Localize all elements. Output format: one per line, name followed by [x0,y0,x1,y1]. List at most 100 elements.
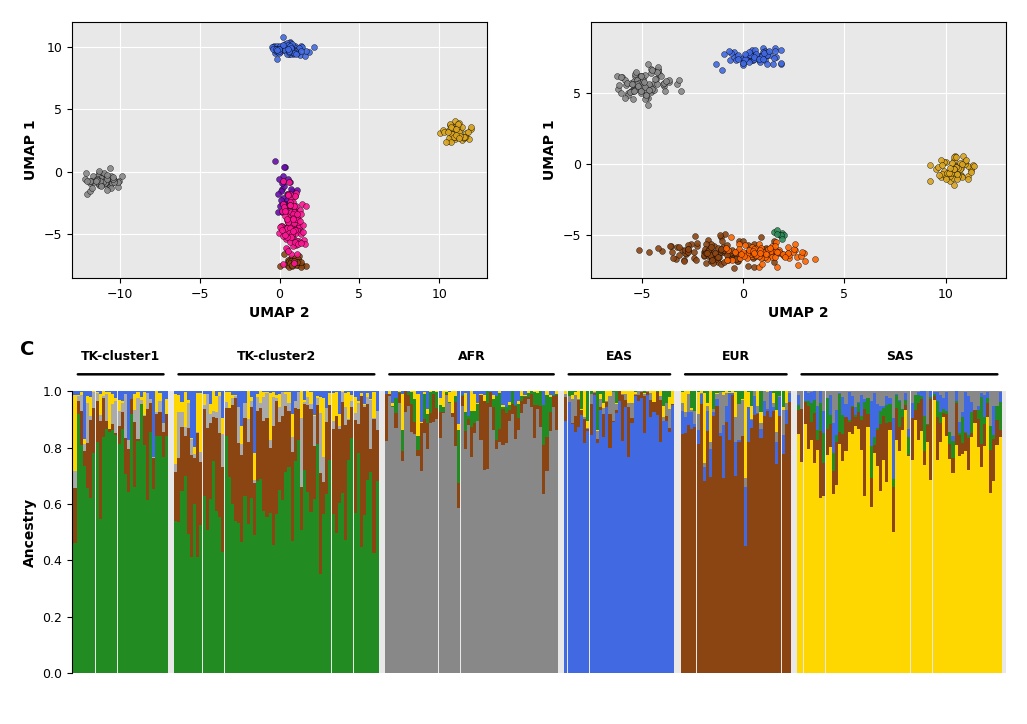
TKaff-cluster2 [286,210,302,222]
EUR [288,258,304,270]
TKunaff-cluster2 [767,240,784,251]
TKaff-cluster2 [284,197,301,209]
Bar [882,408,885,416]
Bar [655,415,658,673]
Bar [772,407,775,411]
SAS [942,170,958,182]
Bar [753,415,756,673]
EAS [768,51,785,63]
EAS [264,41,280,53]
TKaff-cluster2 [286,211,302,222]
Bar [510,405,514,414]
AFR [619,89,636,101]
Bar [208,391,212,404]
Bar [401,391,404,394]
Bar [527,399,530,673]
EUR [720,255,736,266]
Bar [832,471,835,494]
Bar [501,408,504,409]
Bar [740,399,744,400]
TKunaff-cluster1 [769,228,786,240]
Bar [121,412,124,429]
TKaff-cluster2 [293,208,309,219]
Bar [904,400,907,405]
Bar [945,436,948,673]
Bar [998,391,1001,392]
EUR [292,251,308,262]
EAS [721,45,737,56]
EAS [293,40,309,51]
Bar [734,476,737,673]
Bar [867,427,870,673]
TKaff-cluster1 [275,180,292,192]
Bar [498,442,501,673]
Bar [826,429,829,455]
AFR [98,173,114,185]
SAS [448,124,464,135]
Bar [127,440,130,450]
Bar [373,419,376,553]
AFR [661,75,678,86]
Bar [376,481,379,673]
TKaff-cluster2 [277,211,294,222]
Bar [86,397,89,403]
EAS [271,45,288,56]
Bar [477,421,480,673]
Bar [942,417,945,673]
Bar [725,421,728,673]
AFR [633,87,649,98]
Bar [105,429,108,673]
Bar [426,391,429,409]
Bar [888,398,891,404]
Bar [719,392,722,433]
TKaff-cluster2 [273,205,290,216]
Bar [876,428,879,429]
SAS [943,167,959,179]
SAS [452,130,468,142]
Bar [693,424,696,427]
Y-axis label: Ancestry: Ancestry [23,497,37,567]
SAS [449,122,465,134]
Bar [891,487,895,531]
Bar [936,401,939,417]
TKaff-cluster2 [283,232,300,243]
TKunaff-cluster2 [735,251,752,262]
Bar [114,435,117,673]
Bar [281,500,284,673]
Bar [652,402,655,412]
EAS [273,43,290,55]
SAS [949,168,965,180]
Bar [951,458,954,473]
Bar [205,391,208,394]
Bar [649,391,652,393]
EUR [723,249,739,261]
Bar [637,395,640,401]
Bar [637,392,640,395]
TKaff-cluster2 [284,213,301,224]
Bar [435,391,439,392]
TKaff-cluster2 [284,215,301,227]
Bar [775,410,778,432]
Bar [117,445,120,673]
AFR [622,77,639,89]
Bar [911,418,914,460]
Bar [161,424,164,432]
EAS [758,46,774,58]
TKunaff-cluster2 [748,251,764,262]
Bar [219,396,222,434]
Bar [105,394,108,421]
Bar [923,392,926,416]
AFR [657,85,674,96]
Bar [108,432,111,673]
EAS [750,51,766,63]
TKunaff-cluster2 [770,244,787,256]
AFR [633,85,649,96]
Bar [530,392,533,394]
Bar [669,391,672,397]
EUR [289,256,305,268]
TKunaff-cluster2 [774,248,791,260]
X-axis label: UMAP 2: UMAP 2 [768,306,829,321]
Bar [501,445,504,673]
Bar [442,413,445,673]
Bar [175,391,178,394]
